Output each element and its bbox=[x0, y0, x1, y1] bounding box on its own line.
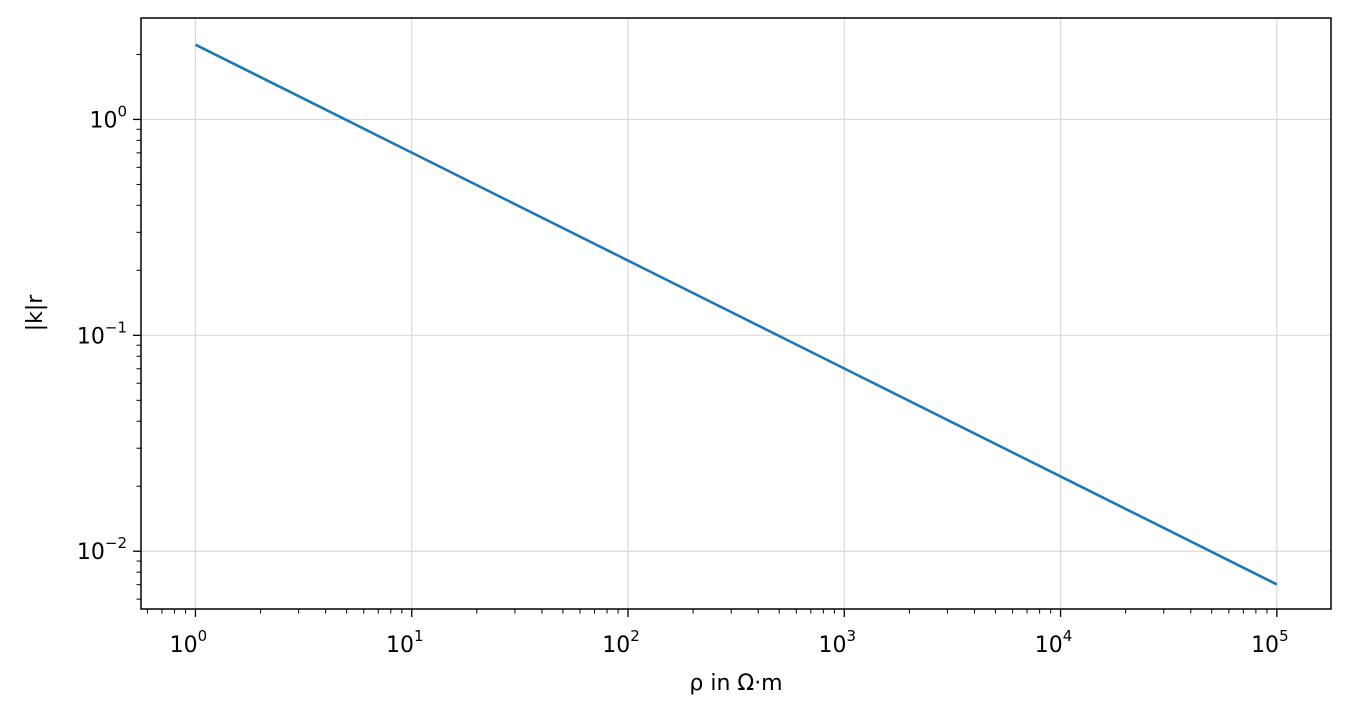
x-tick-exponent: 1 bbox=[414, 627, 424, 645]
x-axis-label: ρ in Ω·m bbox=[689, 671, 782, 696]
y-tick-base: 10 bbox=[89, 108, 117, 133]
y-tick-label: 100 bbox=[89, 102, 127, 133]
y-tick-exponent: −2 bbox=[105, 534, 127, 552]
tick-marks bbox=[133, 53, 1278, 617]
y-tick-base: 10 bbox=[77, 324, 105, 349]
x-tick-base: 10 bbox=[819, 633, 847, 658]
x-tick-label: 100 bbox=[170, 627, 208, 658]
x-tick-exponent: 0 bbox=[198, 627, 208, 645]
x-tick-label: 105 bbox=[1251, 627, 1289, 658]
y-tick-label: 10−2 bbox=[77, 534, 127, 565]
y-tick-base: 10 bbox=[77, 540, 105, 565]
x-tick-base: 10 bbox=[386, 633, 414, 658]
x-tick-exponent: 4 bbox=[1063, 627, 1073, 645]
y-axis-label: |k|r bbox=[23, 294, 48, 332]
y-tick-exponent: −1 bbox=[105, 318, 127, 336]
x-tick-base: 10 bbox=[170, 633, 198, 658]
x-tick-exponent: 2 bbox=[630, 627, 640, 645]
x-tick-label: 102 bbox=[602, 627, 640, 658]
grid-lines bbox=[141, 18, 1331, 609]
x-tick-label: 103 bbox=[819, 627, 857, 658]
x-tick-exponent: 5 bbox=[1279, 627, 1289, 645]
y-tick-label: 10−1 bbox=[77, 318, 127, 349]
x-tick-label: 101 bbox=[386, 627, 424, 658]
plot-frame bbox=[140, 17, 1332, 610]
x-tick-base: 10 bbox=[602, 633, 630, 658]
x-tick-exponent: 3 bbox=[847, 627, 857, 645]
series-line bbox=[194, 43, 1278, 586]
x-tick-base: 10 bbox=[1035, 633, 1063, 658]
series-layer bbox=[194, 43, 1278, 586]
x-tick-label: 104 bbox=[1035, 627, 1073, 658]
x-tick-base: 10 bbox=[1251, 633, 1279, 658]
y-tick-exponent: 0 bbox=[117, 102, 127, 120]
